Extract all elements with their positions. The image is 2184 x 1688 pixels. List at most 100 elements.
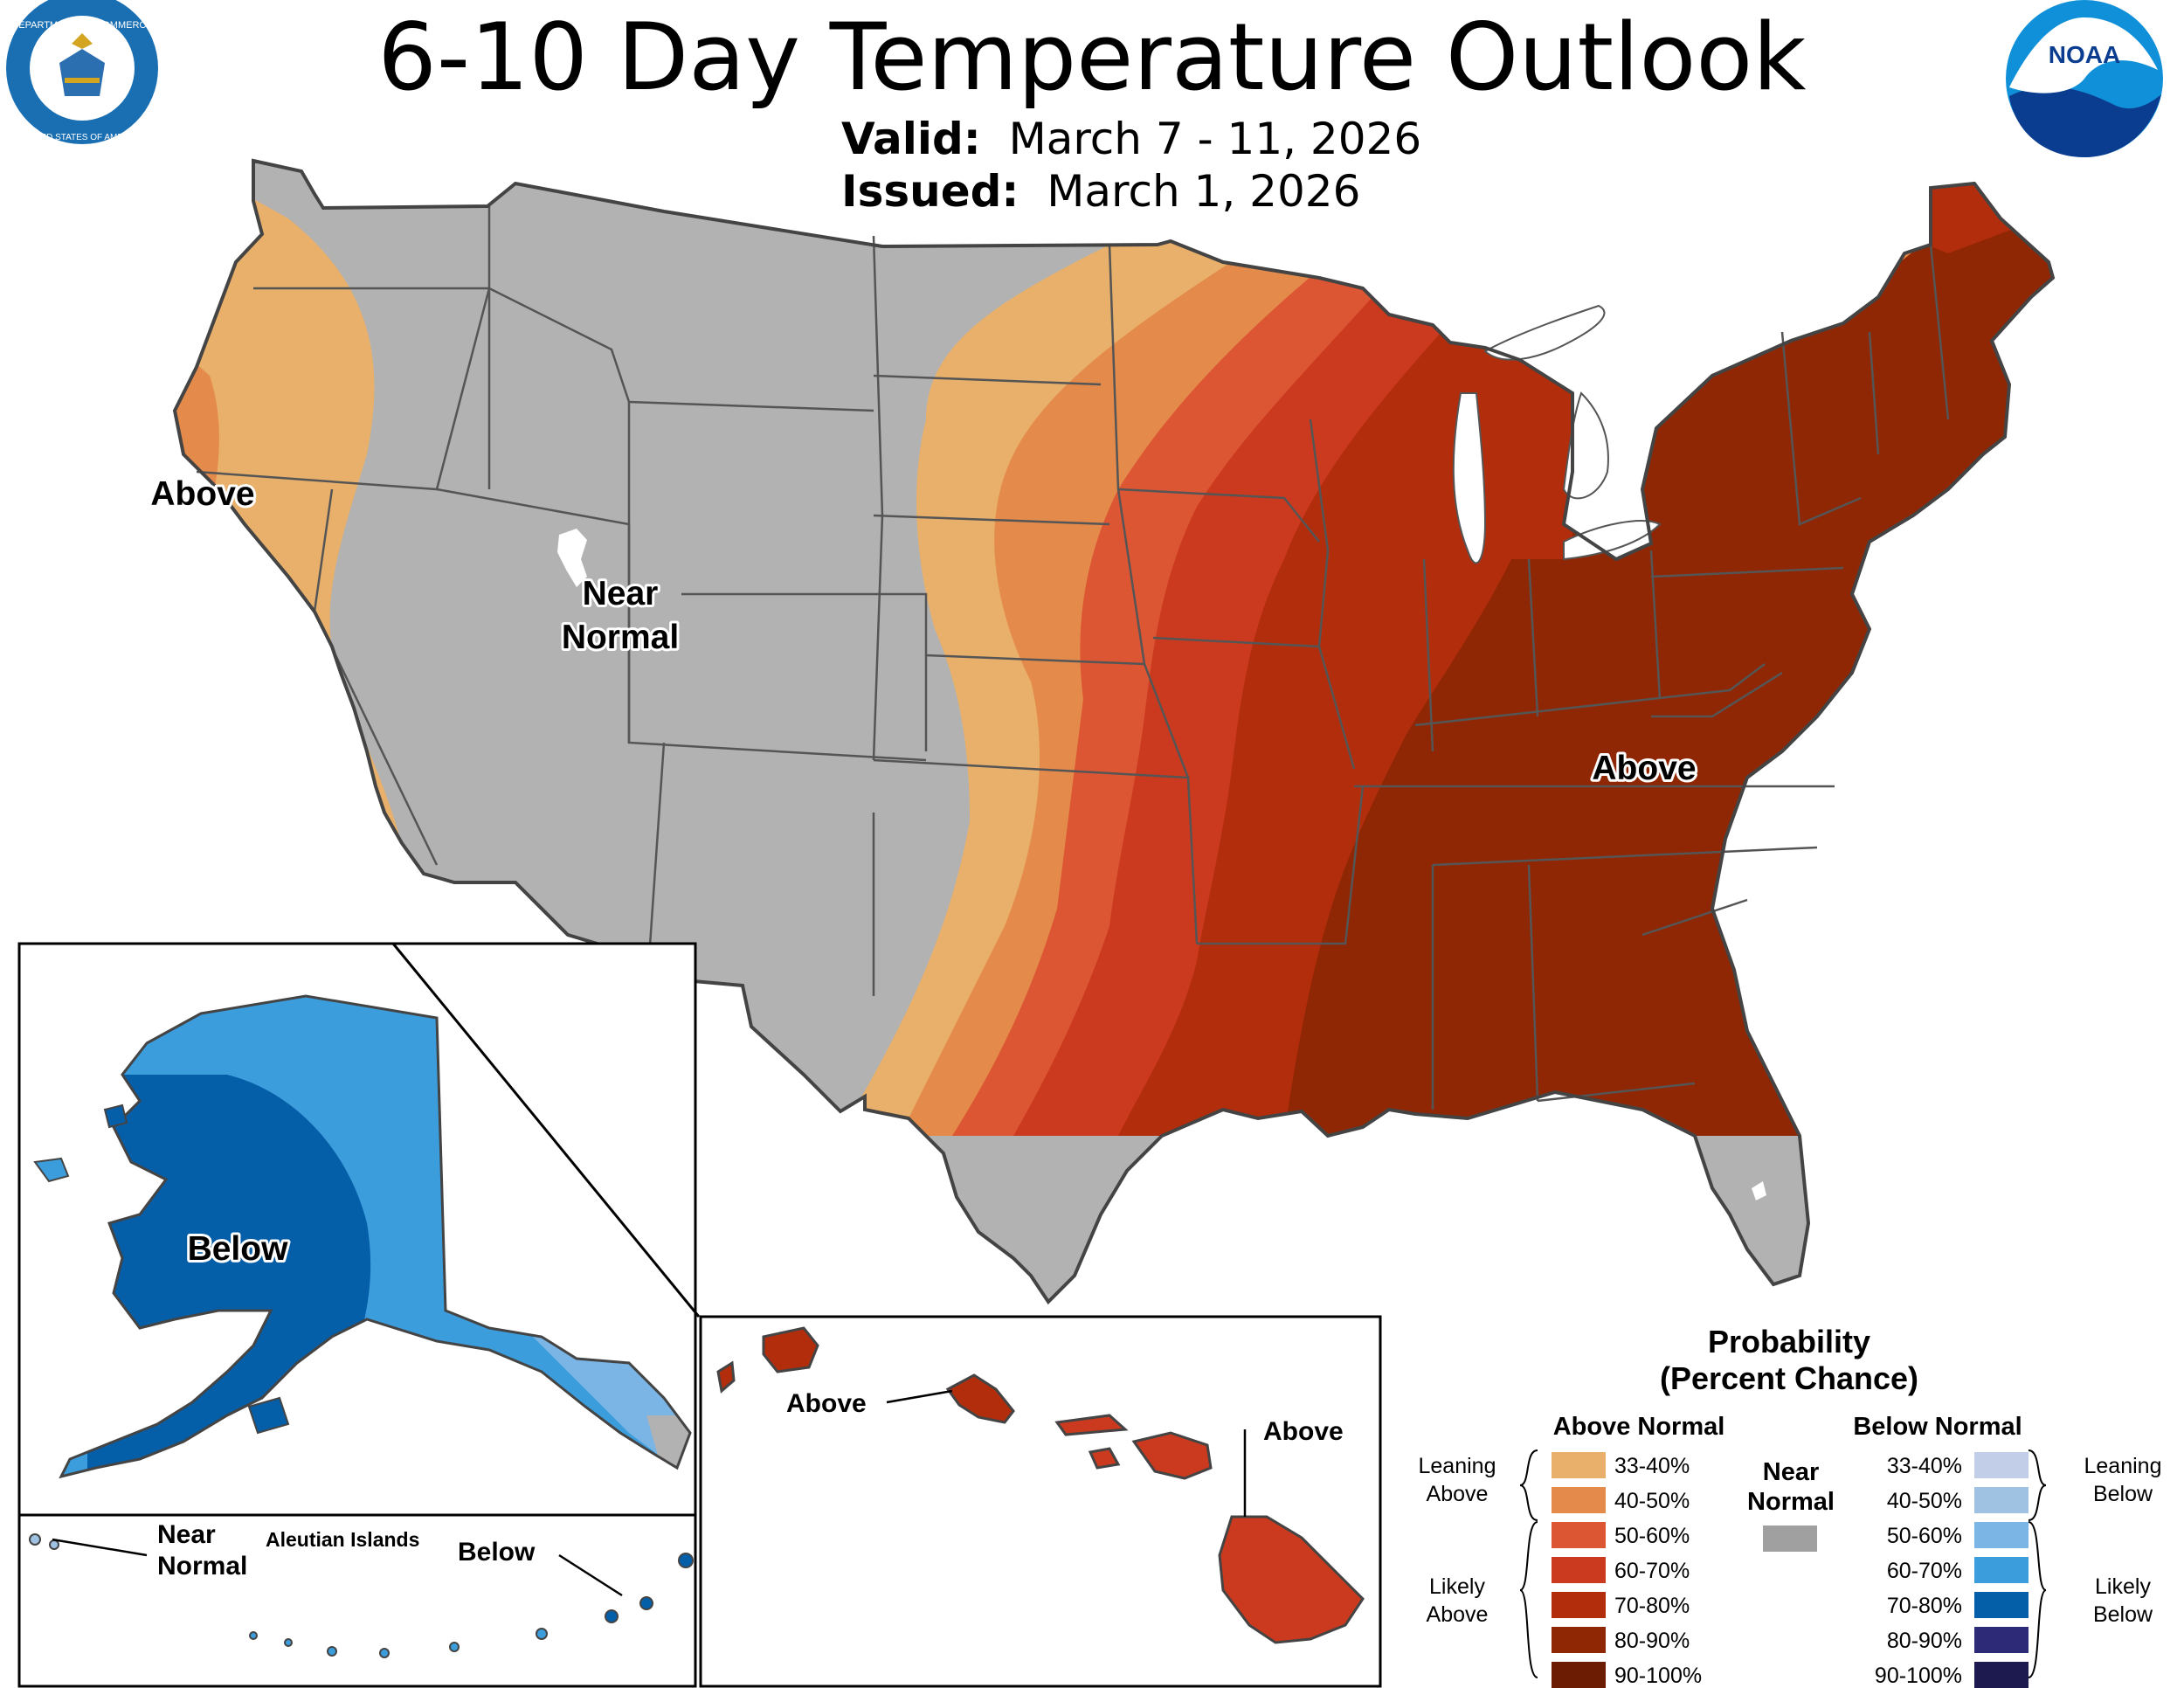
legend-above-label-6: 90-100%: [1614, 1664, 1702, 1688]
leaning-below-line2: Below: [2093, 1482, 2153, 1506]
maui: [1131, 1431, 1213, 1480]
legend-above-swatch-5: [1552, 1627, 1606, 1653]
il-in-border: [1422, 558, 1434, 752]
aleutian-island-attu: [29, 1533, 41, 1546]
valid-label: Valid:: [841, 114, 981, 164]
aleutian-island-3: [327, 1646, 337, 1657]
legend-below-swatch-4: [1974, 1592, 2028, 1618]
vt-nh-border: [1868, 331, 1880, 455]
conus-outline: [172, 158, 2056, 1305]
commerce-seal-shield: [59, 49, 105, 96]
molokai: [1054, 1414, 1129, 1436]
nd-sd-border: [873, 374, 1102, 386]
aleutians-near-normal-line1: Near: [157, 1520, 216, 1549]
legend-above-swatch-0: [1552, 1452, 1606, 1478]
aleutians-near-normal-pointer: [52, 1538, 148, 1557]
legend-below-label-6: 90-100%: [1875, 1664, 1962, 1688]
aleutian-island-6: [536, 1628, 548, 1640]
west-coast-label: Above: [150, 475, 254, 513]
wv-va-border: [1651, 671, 1783, 718]
ky-north-border: [1414, 663, 1766, 727]
aleutian-island-7: [605, 1609, 619, 1623]
tn-south-border: [1432, 846, 1818, 867]
leaning-below-brace: [2028, 1449, 2047, 1521]
hawaii-west-pointer: [886, 1389, 953, 1404]
aleutians-near-normal-line2: Normal: [157, 1552, 247, 1581]
legend-below-label-2: 50-60%: [1887, 1524, 1962, 1548]
aleutians-inset-frame: [17, 1513, 697, 1688]
legend-above-swatch-6: [1552, 1662, 1606, 1688]
great-salt-lake: [557, 529, 587, 587]
issued-label: Issued:: [841, 166, 1019, 217]
northeast-80-90-zone: [1572, 175, 2053, 559]
likely-below-line1: Likely: [2095, 1574, 2151, 1599]
mn-ia-mo-west-border: [1108, 244, 1190, 778]
ne-ks-border: [925, 654, 1145, 666]
aleutian-island-5: [449, 1642, 460, 1652]
oh-pa-border: [1649, 550, 1662, 700]
legend-below-label-1: 40-50%: [1887, 1489, 1962, 1513]
likely-above-brace: [1519, 1521, 1538, 1678]
in-oh-border: [1527, 558, 1539, 717]
ny-new-england-border: [1780, 331, 1862, 526]
kodiak-island: [247, 1396, 290, 1435]
aleutian-island-8: [639, 1596, 653, 1610]
legend-below-entries: 33-40% 40-50% 50-60% 60-70% 70-80% 80-90% 90-1…: [1875, 1452, 2028, 1688]
legend-below-swatch-6: [1974, 1662, 2028, 1688]
valid-value: March 7 - 11, 2026: [1008, 114, 1422, 164]
aleutians-title: Aleutian Islands: [266, 1528, 419, 1551]
probability-legend: Probability (Percent Chance) Above Norma…: [1419, 1324, 2161, 1688]
likely-below-line2: Below: [2093, 1602, 2153, 1627]
leaning-above-line2: Above: [1427, 1482, 1489, 1506]
oahu: [945, 1373, 1015, 1424]
leaning-above-brace: [1519, 1449, 1538, 1521]
hawaii-west-label: Above: [786, 1389, 867, 1418]
legend-near-normal-line1: Near: [1763, 1458, 1820, 1486]
legend-above-entries: 33-40% 40-50% 50-60% 60-70% 70-80% 80-90% 90-1…: [1552, 1452, 1702, 1688]
aleutian-island-9: [678, 1553, 694, 1568]
st-lawrence-island: [33, 1157, 70, 1183]
ia-north-border: [1117, 488, 1320, 543]
hawaii-east-label: Above: [1263, 1417, 1344, 1446]
seward-island: [103, 1103, 128, 1129]
lake-michigan: [1452, 392, 1487, 564]
aleutian-island-2: [284, 1638, 293, 1647]
sc-nc-border: [1641, 898, 1748, 937]
leaning-above-line1: Leaning: [1419, 1454, 1496, 1478]
legend-above-swatch-3: [1552, 1557, 1606, 1583]
hawaii-map: [716, 1326, 1365, 1644]
legend-title-line1: Probability: [1708, 1324, 1870, 1359]
al-ga-border: [1527, 864, 1539, 1102]
legend-above-label-2: 50-60%: [1614, 1524, 1690, 1548]
mt-south-border: [488, 287, 874, 412]
aleutian-island-near: [49, 1539, 59, 1550]
wy-co-border: [627, 402, 927, 762]
legend-below-label-5: 80-90%: [1887, 1629, 1962, 1653]
big-island: [1218, 1515, 1365, 1644]
legend-near-normal-swatch: [1763, 1525, 1817, 1552]
legend-near-normal-line2: Normal: [1747, 1488, 1835, 1516]
ar-border: [1197, 785, 1365, 945]
noaa-logo-wave: [2009, 86, 2161, 157]
lake-okeechobee: [1752, 1181, 1766, 1200]
legend-below-swatch-3: [1974, 1557, 2028, 1583]
legend-below-label-4: 70-80%: [1887, 1594, 1962, 1618]
alaska-label: Below: [188, 1230, 289, 1268]
legend-above-header: Above Normal: [1553, 1413, 1725, 1441]
commerce-seal-bottom-text: UNITED STATES OF AMERICA: [20, 133, 144, 142]
legend-below-swatch-2: [1974, 1522, 2028, 1548]
nh-me-border: [1929, 244, 1950, 420]
noaa-logo-text: NOAA: [2049, 41, 2120, 68]
legend-below-swatch-5: [1974, 1627, 2028, 1653]
legend-below-label-0: 33-40%: [1887, 1454, 1962, 1478]
near-normal-label-line2: Normal: [562, 619, 679, 656]
aleutian-islands-map: [29, 1533, 694, 1658]
page-title: 6-10 Day Temperature Outlook: [377, 3, 1807, 111]
issued-date: Issued: March 1, 2026: [841, 166, 1360, 217]
co-border: [681, 592, 928, 751]
aleutians-below-label: Below: [458, 1538, 536, 1567]
commerce-seal-icon: DEPARTMENT OF COMMERCE UNITED STATES OF …: [6, 0, 158, 144]
near-normal-label-line1: Near: [583, 575, 659, 612]
